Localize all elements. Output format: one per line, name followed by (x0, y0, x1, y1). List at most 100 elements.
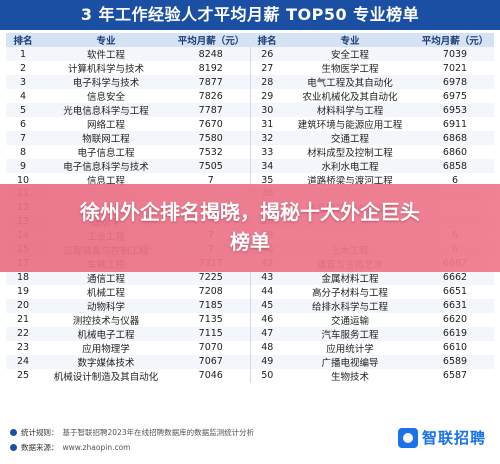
major-cell: 广播电视编导 (284, 354, 416, 369)
salary-cell: 7532 (172, 145, 250, 159)
header-major-left: 专业 (40, 33, 172, 47)
rank-cell: 1 (6, 47, 40, 61)
rank-cell: 22 (6, 326, 40, 341)
table-row: 19 机械工程 7208 44 高分子材料与工程 6651 (6, 284, 494, 299)
salary-cell: 7505 (172, 159, 250, 173)
table-row: 21 测控技术与仪器 7135 46 交通运输 6620 (6, 312, 494, 327)
rank-cell: 35 (249, 173, 284, 187)
rank-cell: 31 (249, 117, 284, 131)
table-row: 24 数字媒体技术 7067 49 广播电视编导 6589 (6, 354, 494, 369)
rank-cell: 5 (6, 103, 40, 117)
major-cell: 农业机械化及其自动化 (284, 89, 416, 103)
salary-cell: 7 (172, 173, 250, 187)
rank-cell: 30 (249, 103, 284, 117)
salary-cell: 6975 (416, 89, 494, 103)
major-cell: 通信工程 (40, 270, 172, 285)
rank-cell: 49 (249, 354, 284, 369)
salary-cell: 7225 (172, 270, 250, 285)
table-row: 1 软件工程 8248 26 安全工程 7039 (6, 47, 494, 61)
rank-cell: 32 (249, 131, 284, 145)
salary-cell: 7208 (172, 284, 250, 299)
major-cell: 给排水科学与工程 (284, 298, 416, 313)
salary-cell: 6587 (416, 368, 494, 383)
bullet-icon (10, 444, 17, 451)
header-salary-right: 平均月薪（元） (416, 33, 494, 47)
table-row: 3 电子科学与技术 7877 28 电气工程及其自动化 6978 (6, 75, 494, 89)
header-rank-right: 排名 (250, 33, 284, 47)
rank-cell: 34 (249, 159, 284, 173)
rank-cell: 25 (6, 368, 40, 383)
major-cell: 信息工程 (40, 173, 172, 187)
salary-cell: 6589 (416, 354, 494, 369)
salary-cell: 7070 (172, 340, 250, 355)
salary-cell: 7067 (172, 354, 250, 369)
salary-cell: 7670 (172, 117, 250, 131)
rank-cell: 28 (249, 75, 284, 89)
rank-cell: 26 (249, 47, 284, 61)
salary-cell: 6620 (416, 312, 494, 327)
rank-cell: 33 (249, 145, 284, 159)
major-cell: 道路桥梁与渡河工程 (284, 173, 416, 187)
major-cell: 交通运输 (284, 312, 416, 327)
rank-cell: 46 (249, 312, 284, 327)
salary-cell: 7046 (172, 368, 250, 383)
rank-cell: 6 (6, 117, 40, 131)
source-label: 数据来源： (21, 443, 59, 452)
rank-cell: 48 (249, 340, 284, 355)
rank-cell: 2 (6, 61, 40, 75)
rank-cell: 7 (6, 131, 40, 145)
salary-cell: 6978 (416, 75, 494, 89)
table-row: 9 电子信息科学与技术 7505 34 水利水电工程 6858 (6, 159, 494, 173)
major-cell: 金属材料工程 (284, 270, 416, 285)
major-cell: 安全工程 (284, 47, 416, 61)
rank-cell: 18 (6, 270, 40, 285)
salary-cell: 8192 (172, 61, 250, 75)
salary-cell: 7787 (172, 103, 250, 117)
rank-cell: 3 (6, 75, 40, 89)
header-rank-left: 排名 (6, 33, 40, 47)
rank-cell: 10 (6, 173, 40, 187)
headline-text: 徐州外企排名揭晓，揭秘十大外企巨头 榜单 (20, 197, 480, 257)
salary-cell: 6631 (416, 298, 494, 313)
salary-cell: 6651 (416, 284, 494, 299)
rank-cell: 20 (6, 298, 40, 313)
rank-cell: 44 (249, 284, 284, 299)
salary-cell: 7877 (172, 75, 250, 89)
rank-cell: 43 (249, 270, 284, 285)
major-cell: 机械电子工程 (40, 326, 172, 341)
major-cell: 应用物理学 (40, 340, 172, 355)
headline-banner (0, 184, 500, 272)
headline-line-1: 徐州外企排名揭晓，揭秘十大外企巨头 (80, 200, 420, 224)
header-major-right: 专业 (284, 33, 416, 47)
major-cell: 机械工程 (40, 284, 172, 299)
salary-cell: 7185 (172, 298, 250, 313)
rank-cell: 47 (249, 326, 284, 341)
source-text: www.zhaopin.com (62, 443, 131, 452)
rank-cell: 9 (6, 159, 40, 173)
salary-cell: 6619 (416, 326, 494, 341)
major-cell: 信息安全 (40, 89, 172, 103)
rank-cell: 24 (6, 354, 40, 369)
page-title: 3 年工作经验人才平均月薪 TOP50 专业榜单 (0, 0, 500, 30)
major-cell: 生物医学工程 (284, 61, 416, 75)
table-row: 4 信息安全 7826 29 农业机械化及其自动化 6975 (6, 89, 494, 103)
zhaopin-logo-icon (397, 427, 418, 448)
salary-cell: 6 (416, 173, 494, 187)
rule-label: 统计规则： (21, 428, 59, 437)
table-row: 5 光电信息科学与工程 7787 30 材料科学与工程 6953 (6, 103, 494, 117)
table-row: 7 物联网工程 7580 32 交通工程 6868 (6, 131, 494, 145)
major-cell: 数字媒体技术 (40, 354, 172, 369)
zhaopin-logo: 智联招聘 (397, 427, 486, 448)
rank-cell: 29 (249, 89, 284, 103)
major-cell: 应用统计学 (284, 340, 416, 355)
table-row: 2 计算机科学与技术 8192 27 生物医学工程 7021 (6, 61, 494, 75)
major-cell: 软件工程 (40, 47, 172, 61)
rank-cell: 23 (6, 340, 40, 355)
salary-cell: 7580 (172, 131, 250, 145)
data-source-note: 数据来源： www.zhaopin.com (10, 442, 130, 453)
rank-cell: 8 (6, 145, 40, 159)
salary-cell: 6911 (416, 117, 494, 131)
logo-text: 智联招聘 (421, 429, 486, 447)
table-row: 25 机械设计制造及其自动化 7046 50 生物技术 6587 (6, 368, 494, 383)
